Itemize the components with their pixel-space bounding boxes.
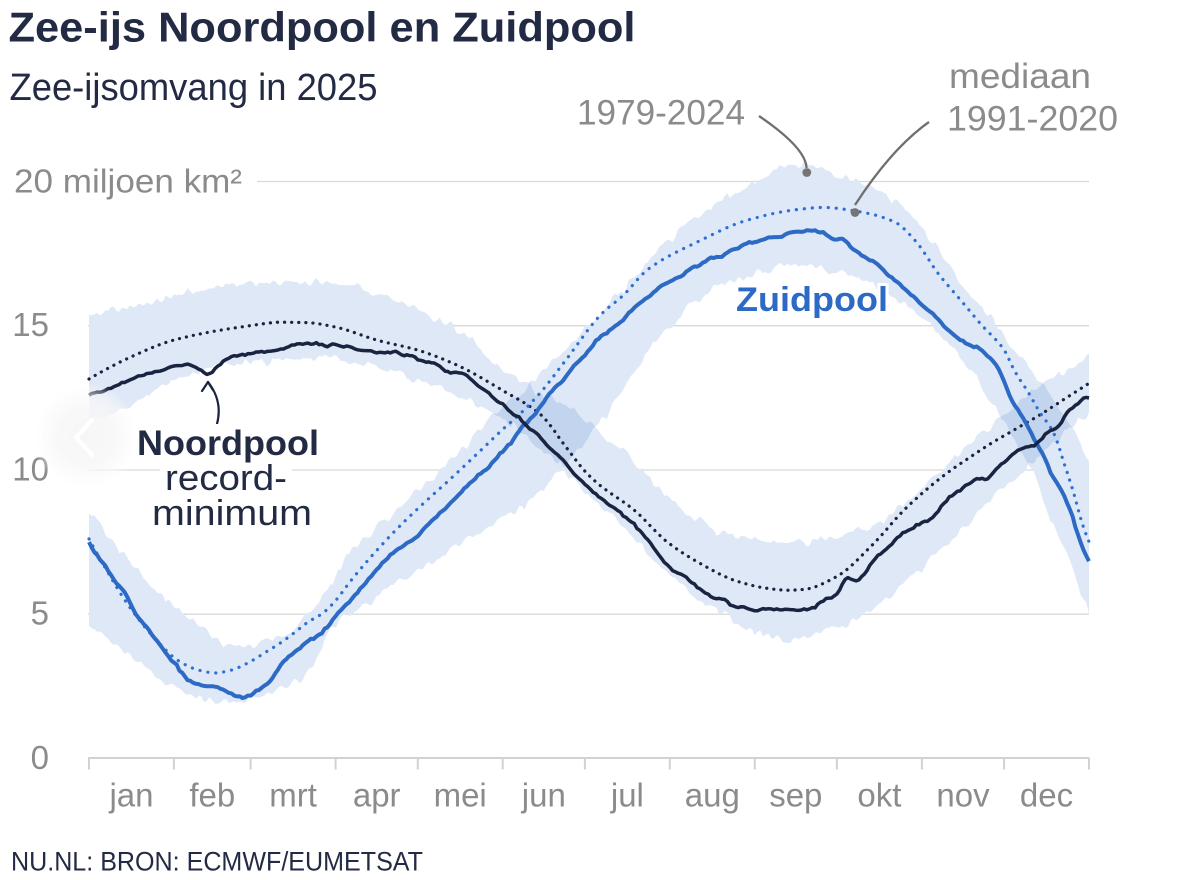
svg-text:minimum: minimum — [152, 492, 312, 533]
svg-text:mei: mei — [434, 777, 487, 814]
svg-text:feb: feb — [189, 777, 235, 814]
svg-text:Zee-ijsomvang in 2025: Zee-ijsomvang in 2025 — [10, 67, 378, 109]
svg-text:record-: record- — [165, 457, 287, 498]
svg-text:jan: jan — [108, 777, 153, 814]
svg-text:Noordpool: Noordpool — [137, 424, 319, 463]
svg-text:okt: okt — [857, 777, 901, 814]
svg-text:1991-2020: 1991-2020 — [947, 100, 1118, 139]
svg-text:nov: nov — [936, 777, 990, 814]
svg-text:mrt: mrt — [269, 777, 317, 814]
svg-text:15: 15 — [12, 306, 49, 343]
svg-text:NU.NL: BRON: ECMWF/EUMETSAT: NU.NL: BRON: ECMWF/EUMETSAT — [11, 847, 423, 876]
svg-text:apr: apr — [353, 777, 401, 814]
svg-text:20 miljoen km²: 20 miljoen km² — [14, 163, 242, 200]
svg-text:5: 5 — [31, 595, 49, 632]
svg-text:aug: aug — [685, 777, 740, 814]
svg-text:0: 0 — [31, 739, 49, 776]
svg-text:1979-2024: 1979-2024 — [577, 94, 745, 133]
svg-text:dec: dec — [1020, 777, 1073, 814]
svg-text:jun: jun — [521, 777, 566, 814]
svg-text:Zee-ijs Noordpool en Zuidpool: Zee-ijs Noordpool en Zuidpool — [9, 4, 636, 51]
svg-text:sep: sep — [769, 777, 822, 814]
svg-text:jul: jul — [610, 777, 644, 814]
svg-text:Zuidpool: Zuidpool — [736, 281, 888, 319]
svg-text:mediaan: mediaan — [949, 57, 1091, 96]
